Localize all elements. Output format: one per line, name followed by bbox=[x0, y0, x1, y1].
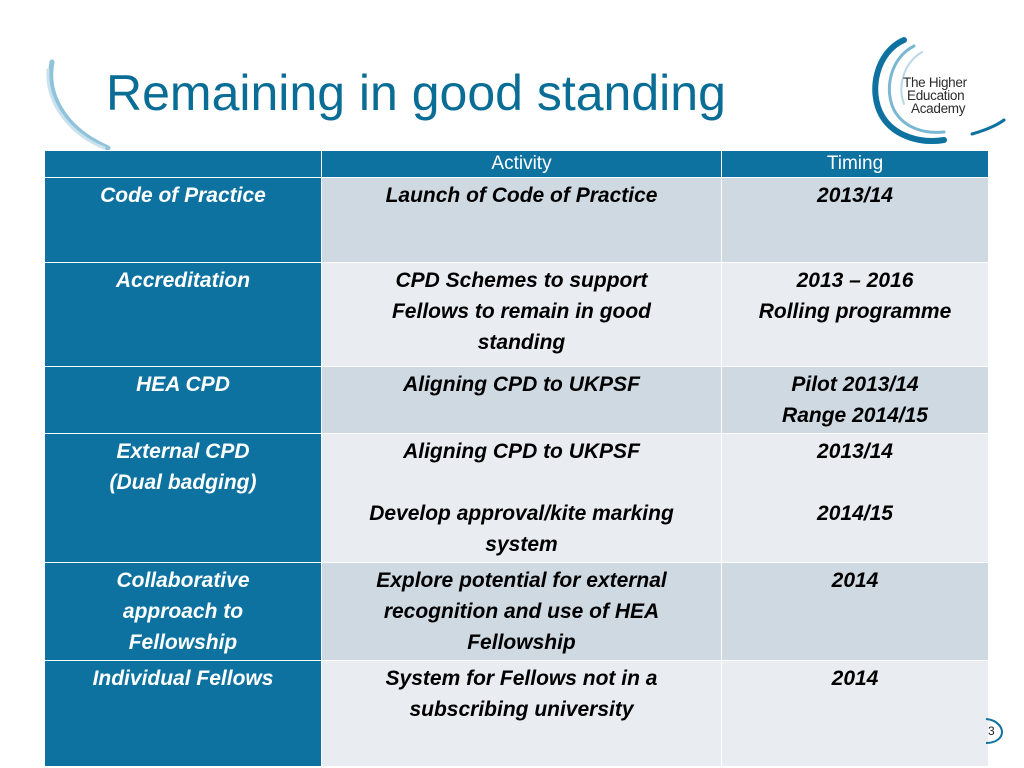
page-number: 3 bbox=[988, 724, 995, 738]
timing-cell: 2013/14 2014/15 bbox=[721, 433, 989, 563]
activity-line: CPD Schemes to support bbox=[395, 269, 648, 292]
table-row: Code of Practice Launch of Code of Pract… bbox=[44, 177, 989, 263]
paragraph-gap bbox=[730, 467, 980, 498]
column-header-area bbox=[44, 150, 322, 178]
activity-line: System for Fellows not in a bbox=[385, 667, 658, 690]
row-header-line: Fellowship bbox=[128, 631, 238, 654]
timing-line: Range 2014/15 bbox=[782, 404, 928, 427]
logo-wordmark: The Higher Education Academy bbox=[903, 75, 993, 116]
row-header-line: Collaborative bbox=[116, 569, 250, 592]
row-header: HEA CPD bbox=[44, 366, 322, 434]
row-header: Collaborative approach to Fellowship bbox=[44, 562, 322, 661]
timing-line: 2013/14 bbox=[817, 184, 893, 207]
logo-line: Education bbox=[907, 88, 965, 103]
timing-line: 2013/14 bbox=[817, 440, 893, 463]
table-row: Collaborative approach to Fellowship Exp… bbox=[44, 562, 989, 661]
timing-line: 2014/15 bbox=[817, 502, 893, 525]
activity-cell: Explore potential for external recogniti… bbox=[321, 562, 722, 661]
row-header-line: approach to bbox=[122, 600, 244, 623]
activity-line: Fellows to remain in good bbox=[391, 300, 651, 323]
standing-table: Activity Timing Code of Practice Launch … bbox=[44, 150, 989, 767]
timing-cell: 2013 – 2016 Rolling programme bbox=[721, 262, 989, 367]
table-row: External CPD (Dual badging) Aligning CPD… bbox=[44, 433, 989, 563]
activity-line: Fellowship bbox=[467, 631, 576, 654]
row-header: Individual Fellows bbox=[44, 660, 322, 767]
row-header: External CPD (Dual badging) bbox=[44, 433, 322, 563]
activity-cell: Aligning CPD to UKPSF bbox=[321, 366, 722, 434]
logo-line: Academy bbox=[911, 101, 966, 116]
row-header-line: Code of Practice bbox=[100, 184, 266, 207]
activity-line: Aligning CPD to UKPSF bbox=[403, 440, 640, 463]
timing-line: 2014 bbox=[831, 667, 879, 690]
activity-line: Aligning CPD to UKPSF bbox=[403, 373, 640, 396]
paragraph-gap bbox=[330, 467, 713, 498]
row-header-line: Individual Fellows bbox=[92, 667, 274, 690]
logo-line: The Higher bbox=[903, 75, 967, 90]
row-header: Code of Practice bbox=[44, 177, 322, 263]
timing-cell: 2014 bbox=[721, 562, 989, 661]
timing-cell: 2014 bbox=[721, 660, 989, 767]
timing-cell: 2013/14 bbox=[721, 177, 989, 263]
timing-line: Rolling programme bbox=[758, 300, 952, 323]
page-number-arc bbox=[985, 718, 1004, 744]
column-header-timing: Timing bbox=[721, 150, 989, 178]
activity-line: system bbox=[485, 533, 558, 556]
activity-line: recognition and use of HEA bbox=[383, 600, 660, 623]
table-row: HEA CPD Aligning CPD to UKPSF Pilot 2013… bbox=[44, 366, 989, 434]
row-header-line: External CPD bbox=[116, 440, 250, 463]
column-header-activity: Activity bbox=[321, 150, 722, 178]
row-header-line: (Dual badging) bbox=[109, 471, 257, 494]
activity-line: Explore potential for external bbox=[376, 569, 667, 592]
timing-line: Pilot 2013/14 bbox=[791, 373, 919, 396]
table-header-row: Activity Timing bbox=[44, 150, 989, 178]
activity-line: Launch of Code of Practice bbox=[385, 184, 658, 207]
activity-cell: Aligning CPD to UKPSF Develop approval/k… bbox=[321, 433, 722, 563]
timing-cell: Pilot 2013/14 Range 2014/15 bbox=[721, 366, 989, 434]
activity-cell: Launch of Code of Practice bbox=[321, 177, 722, 263]
table-row: Accreditation CPD Schemes to support Fel… bbox=[44, 262, 989, 367]
activity-cell: System for Fellows not in a subscribing … bbox=[321, 660, 722, 767]
timing-line: 2014 bbox=[831, 569, 879, 592]
slide-title: Remaining in good standing bbox=[106, 65, 726, 121]
row-header: Accreditation bbox=[44, 262, 322, 367]
activity-cell: CPD Schemes to support Fellows to remain… bbox=[321, 262, 722, 367]
decorative-swoosh bbox=[46, 59, 111, 150]
timing-line: 2013 – 2016 bbox=[796, 269, 914, 292]
row-header-line: HEA CPD bbox=[136, 373, 230, 396]
activity-line: subscribing university bbox=[409, 698, 634, 721]
activity-line: standing bbox=[477, 331, 566, 354]
table-row: Individual Fellows System for Fellows no… bbox=[44, 660, 989, 767]
hea-logo bbox=[872, 37, 1006, 144]
activity-line: Develop approval/kite marking bbox=[369, 502, 674, 525]
row-header-line: Accreditation bbox=[115, 269, 251, 292]
